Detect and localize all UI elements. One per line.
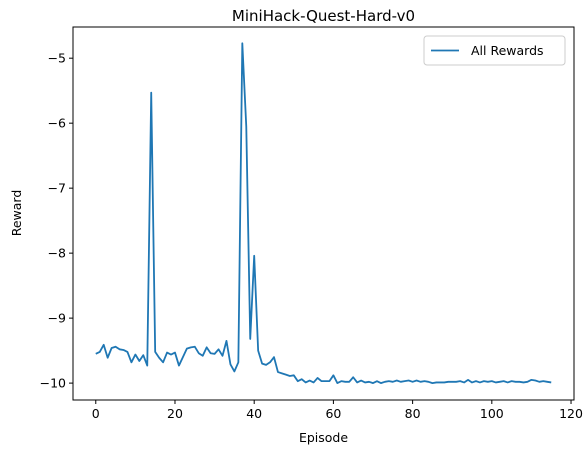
x-tick-label: 120 (559, 406, 583, 421)
legend: All Rewards (423, 35, 566, 66)
axes-frame (72, 26, 575, 401)
x-tick-label: 60 (325, 406, 341, 421)
x-axis-label: Episode (299, 430, 348, 445)
legend-label: All Rewards (471, 43, 544, 58)
series-line-0 (95, 42, 552, 385)
x-tick-label: 40 (246, 406, 262, 421)
y-tick-label: −6 (48, 116, 66, 131)
x-tick-label: 100 (480, 406, 504, 421)
x-tick-label: 0 (92, 406, 100, 421)
y-axis-label: Reward (9, 190, 24, 237)
y-ticks: −10 −9 −8 −7 −6 −5 (40, 51, 73, 391)
plot-lines (95, 42, 552, 385)
y-tick-label: −9 (48, 311, 66, 326)
y-tick-label: −10 (40, 376, 66, 391)
legend-box (423, 35, 566, 66)
x-tick-label: 80 (405, 406, 421, 421)
chart-title: MiniHack-Quest-Hard-v0 (232, 7, 415, 25)
x-ticks: 0 20 40 60 80 100 120 (92, 400, 583, 421)
y-tick-label: −5 (48, 51, 66, 66)
x-tick-label: 20 (167, 406, 183, 421)
y-tick-label: −8 (48, 246, 66, 261)
y-tick-label: −7 (48, 181, 66, 196)
